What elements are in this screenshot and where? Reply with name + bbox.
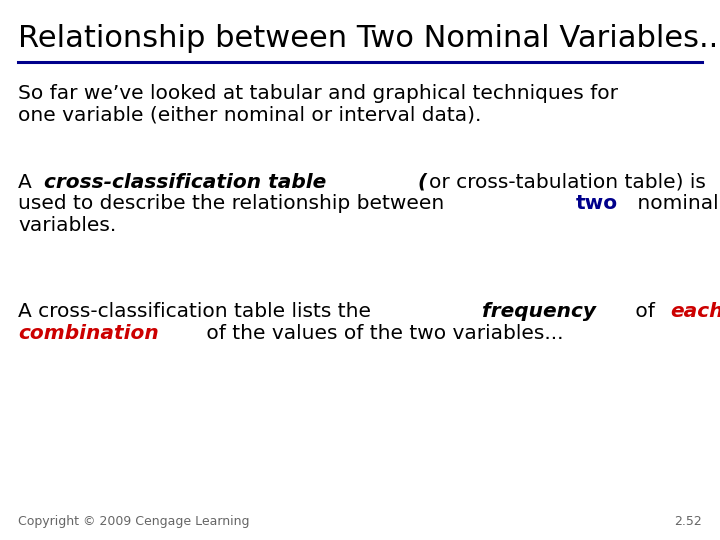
- Text: 2.52: 2.52: [674, 515, 702, 528]
- Text: cross-classification table: cross-classification table: [44, 173, 333, 192]
- Text: of: of: [629, 302, 661, 321]
- Text: each: each: [670, 302, 720, 321]
- Text: A cross-classification table lists the: A cross-classification table lists the: [18, 302, 377, 321]
- Text: of the values of the two variables...: of the values of the two variables...: [199, 324, 563, 343]
- Text: frequency: frequency: [482, 302, 595, 321]
- Text: Copyright © 2009 Cengage Learning: Copyright © 2009 Cengage Learning: [18, 515, 250, 528]
- Text: nominal: nominal: [631, 194, 719, 213]
- Text: combination: combination: [18, 324, 158, 343]
- Text: (: (: [417, 173, 426, 192]
- Text: two: two: [576, 194, 618, 213]
- Text: A: A: [18, 173, 38, 192]
- Text: used to describe the relationship between: used to describe the relationship betwee…: [18, 194, 451, 213]
- Text: one variable (either nominal or interval data).: one variable (either nominal or interval…: [18, 105, 482, 124]
- Text: Relationship between Two Nominal Variables...: Relationship between Two Nominal Variabl…: [18, 24, 720, 53]
- Text: variables.: variables.: [18, 216, 116, 235]
- Text: So far we’ve looked at tabular and graphical techniques for: So far we’ve looked at tabular and graph…: [18, 84, 618, 103]
- Text: or cross-tabulation table) is: or cross-tabulation table) is: [429, 173, 706, 192]
